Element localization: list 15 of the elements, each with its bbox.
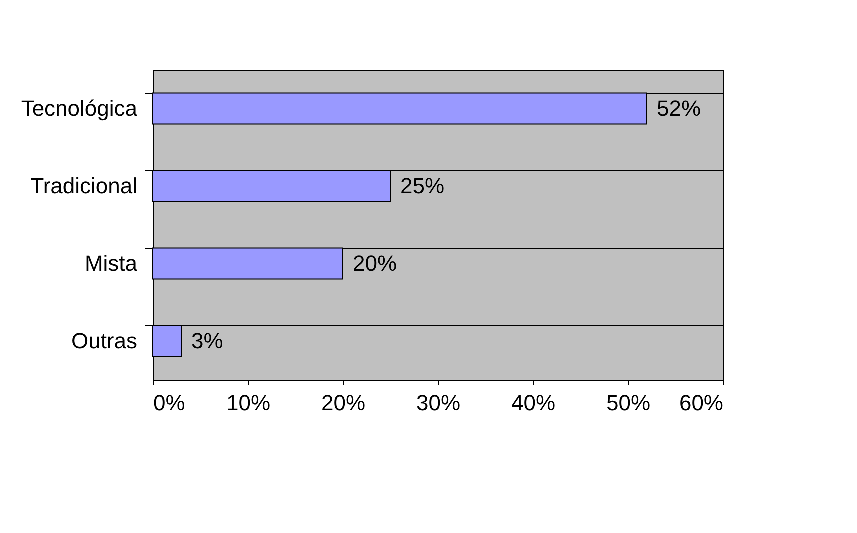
data-label: 3% (192, 328, 224, 354)
x-tick-label: 50% (606, 390, 651, 416)
data-label: 25% (400, 173, 445, 198)
data-label: 20% (353, 250, 398, 276)
data-label: 52% (657, 96, 702, 121)
y-tick-label: Outras (71, 328, 138, 354)
x-tick-label: 30% (416, 390, 461, 416)
y-tick-label: Tecnológica (21, 96, 138, 121)
x-tick-label: 0% (154, 390, 186, 416)
y-tick-label: Tradicional (30, 173, 138, 198)
x-tick-label: 40% (511, 390, 556, 416)
y-tick-label: Mista (84, 250, 138, 276)
x-tick-label: 10% (226, 390, 271, 416)
x-tick-label: 20% (321, 390, 366, 416)
x-tick-label: 60% (679, 390, 724, 416)
